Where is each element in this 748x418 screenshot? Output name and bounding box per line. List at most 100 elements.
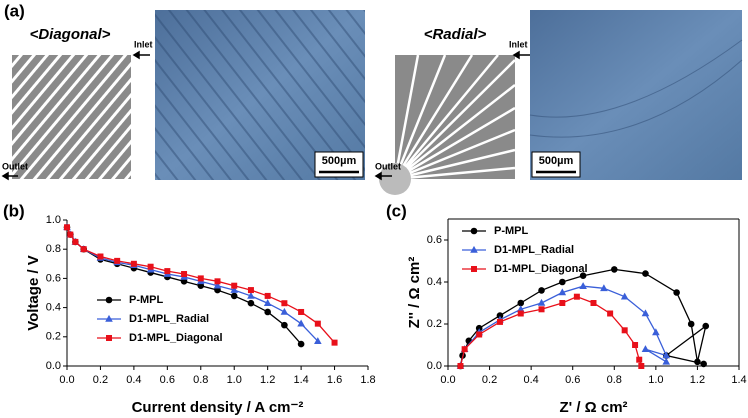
- x-tick-label: 1.4: [731, 374, 746, 386]
- x-tick-label: 0.6: [160, 374, 175, 386]
- x-tick-label: 1.8: [360, 374, 375, 386]
- marker: [80, 246, 87, 253]
- y-tick-label: 0.8: [46, 243, 61, 255]
- marker: [247, 299, 255, 307]
- x-tick-label: 0.8: [193, 374, 208, 386]
- inlet-arrow: [512, 50, 530, 60]
- marker: [297, 340, 305, 348]
- marker: [461, 346, 468, 353]
- inlet-label: Inlet: [509, 39, 528, 49]
- legend-marker: [105, 314, 113, 322]
- marker: [517, 310, 524, 317]
- y-axis-label: Voltage / V: [25, 255, 42, 331]
- diagonal-pattern: [12, 55, 131, 179]
- legend-label: D1-MPL_Diagonal: [129, 332, 223, 344]
- legend-marker: [105, 296, 113, 304]
- marker: [475, 324, 483, 332]
- marker: [197, 275, 204, 282]
- y-axis-label: Z'' / Ω cm²: [406, 257, 423, 329]
- marker: [147, 263, 154, 270]
- marker: [538, 287, 545, 294]
- marker: [264, 308, 271, 316]
- marker: [230, 285, 239, 293]
- marker: [694, 358, 701, 366]
- marker: [638, 363, 645, 369]
- marker: [64, 224, 70, 231]
- x-tick-label: 0.4: [523, 374, 538, 386]
- x-axis-label: Z' / Ω cm²: [559, 399, 627, 416]
- marker: [164, 268, 171, 275]
- marker: [297, 319, 305, 327]
- inlet-arrow: [132, 50, 150, 60]
- outlet-arrow: [1, 171, 18, 181]
- marker: [230, 292, 238, 300]
- series-line: [459, 295, 642, 367]
- marker: [558, 288, 567, 296]
- marker: [247, 291, 255, 299]
- x-tick-label: 0.8: [607, 374, 622, 386]
- marker: [621, 327, 628, 334]
- legend-label: D1-MPL_Diagonal: [494, 263, 588, 275]
- x-tick-label: 1.6: [327, 374, 342, 386]
- y-tick-label: 0.4: [46, 302, 61, 314]
- series-line: [66, 227, 302, 345]
- series-line: [459, 285, 668, 367]
- marker: [537, 298, 546, 306]
- legend-label: D1-MPL_Radial: [494, 244, 574, 256]
- marker: [263, 299, 272, 307]
- legend-marker: [471, 266, 477, 272]
- marker: [700, 360, 707, 368]
- marker: [97, 253, 104, 260]
- marker: [114, 257, 121, 264]
- legend-marker: [106, 335, 112, 341]
- scale-label: 500µm: [322, 155, 357, 167]
- marker: [298, 308, 305, 315]
- outlet-label: Outlet: [375, 161, 401, 171]
- x-tick-label: 0.0: [440, 374, 455, 386]
- x-tick-label: 1.0: [648, 374, 663, 386]
- x-tick-label: 0.2: [482, 374, 497, 386]
- marker: [496, 312, 504, 319]
- x-tick-label: 0.6: [565, 374, 580, 386]
- y-tick-label: 0.6: [46, 272, 61, 284]
- marker: [213, 281, 222, 289]
- marker: [642, 270, 649, 277]
- marker: [314, 320, 321, 327]
- marker: [538, 306, 545, 313]
- y-tick-label: 0.2: [46, 331, 61, 343]
- x-tick-label: 0.4: [126, 374, 141, 386]
- x-axis-label: Current density / A cm⁻²: [132, 399, 304, 416]
- panel-label: (c): [386, 201, 407, 220]
- marker: [559, 278, 566, 286]
- marker: [641, 345, 650, 352]
- marker: [496, 318, 503, 325]
- x-tick-label: 0.2: [93, 374, 108, 386]
- marker: [264, 292, 271, 299]
- marker: [662, 357, 671, 365]
- marker: [130, 260, 137, 267]
- x-tick-label: 0.0: [59, 374, 74, 386]
- outlet-label: Outlet: [2, 161, 28, 171]
- pattern-title: <Diagonal>: [30, 26, 111, 43]
- legend-label: D1-MPL_Radial: [129, 313, 209, 325]
- marker: [607, 310, 614, 317]
- y-tick-label: 1.0: [46, 214, 61, 226]
- marker: [573, 293, 580, 300]
- marker: [280, 307, 289, 315]
- y-tick-label: 0.0: [46, 360, 61, 372]
- panel-label: (b): [3, 201, 25, 220]
- legend-label: P-MPL: [494, 225, 529, 237]
- y-tick-label: 0.0: [427, 360, 442, 372]
- pattern-title: <Radial>: [424, 26, 487, 43]
- inlet-label: Inlet: [134, 39, 153, 49]
- marker: [590, 300, 597, 306]
- marker: [632, 342, 639, 348]
- marker: [600, 284, 608, 292]
- marker: [662, 351, 671, 359]
- marker: [687, 320, 695, 328]
- marker: [673, 289, 680, 296]
- marker: [620, 292, 629, 300]
- x-tick-label: 1.4: [293, 374, 308, 386]
- marker: [72, 238, 79, 245]
